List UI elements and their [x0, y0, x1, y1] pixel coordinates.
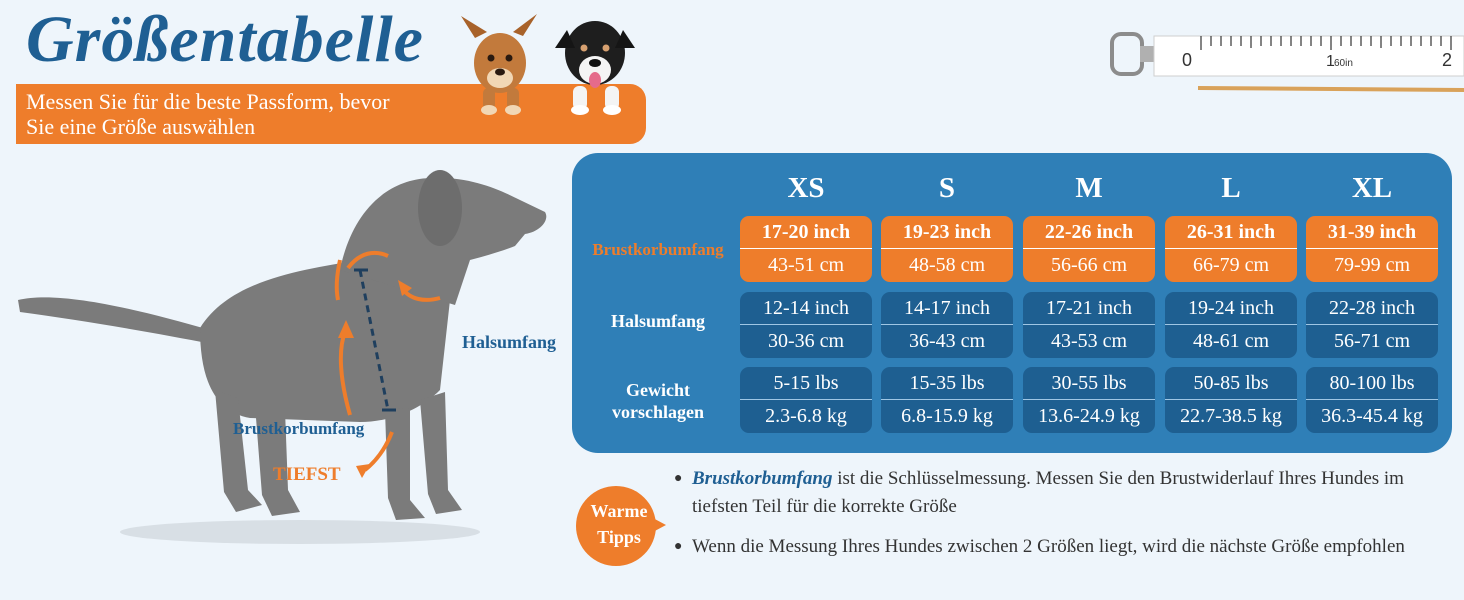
- tape-mark-0: 0: [1182, 50, 1192, 70]
- subtitle-line-1: Messen Sie für die beste Passform, bevor: [26, 89, 390, 114]
- weight-cell-xl: 80-100 lbs 36.3-45.4 kg: [1306, 367, 1438, 433]
- tip-1-rest: ist die Schlüsselmessung. Messen Sie den…: [692, 468, 1404, 517]
- neck-xs-inch: 12-14 inch: [740, 292, 872, 325]
- weight-cell-xs: 5-15 lbs 2.3-6.8 kg: [740, 367, 872, 433]
- chest-cell-xl: 31-39 inch 79-99 cm: [1306, 216, 1438, 282]
- dog-silhouette-icon: [18, 170, 547, 520]
- tape-mark-2: 2: [1442, 50, 1452, 70]
- neck-l-cm: 48-61 cm: [1192, 330, 1270, 352]
- chest-xl-inch: 31-39 inch: [1306, 216, 1438, 249]
- tip-1: ● Brustkorbumfang ist die Schlüsselmessu…: [674, 465, 1448, 521]
- chest-s-inch: 19-23 inch: [881, 216, 1013, 249]
- row-label-weight-line-1: Gewicht: [626, 380, 690, 400]
- neck-xl-inch: 22-28 inch: [1306, 292, 1438, 325]
- chest-m-cm: 56-66 cm: [1050, 254, 1128, 276]
- tape-mark-1: 1: [1326, 53, 1335, 70]
- neck-cell-l: 19-24 inch 48-61 cm: [1165, 292, 1297, 358]
- neck-cell-xs: 12-14 inch 30-36 cm: [740, 292, 872, 358]
- weight-m-kg: 13.6-24.9 kg: [1038, 405, 1140, 427]
- tip-1-text: Brustkorbumfang ist die Schlüsselmessung…: [678, 465, 1448, 521]
- bullet-icon: ●: [674, 471, 683, 486]
- weight-s-lbs: 15-35 lbs: [881, 367, 1013, 400]
- tape-unit-label: 60in: [1334, 58, 1353, 69]
- subtitle-line-2: Sie eine Größe auswählen: [26, 114, 256, 139]
- weight-xs-lbs: 5-15 lbs: [740, 367, 872, 400]
- neck-s-cm: 36-43 cm: [908, 330, 986, 352]
- neck-cell-s: 14-17 inch 36-43 cm: [881, 292, 1013, 358]
- chest-cell-xs: 17-20 inch 43-51 cm: [740, 216, 872, 282]
- row-label-neck: Halsumfang: [610, 311, 706, 331]
- chest-xs-cm: 43-51 cm: [767, 254, 845, 276]
- chest-cell-s: 19-23 inch 48-58 cm: [881, 216, 1013, 282]
- chest-xs-inch: 17-20 inch: [740, 216, 872, 249]
- weight-xs-kg: 2.3-6.8 kg: [765, 405, 847, 427]
- weight-s-kg: 6.8-15.9 kg: [901, 405, 993, 427]
- subtitle-banner: Messen Sie für die beste Passform, bevor…: [16, 84, 646, 144]
- tip-2-text: Wenn die Messung Ihres Hundes zwischen 2…: [692, 536, 1405, 557]
- neck-label: Halsumfang: [462, 332, 557, 352]
- brown-dog-icon: [461, 14, 537, 115]
- neck-cell-m: 17-21 inch 43-53 cm: [1023, 292, 1155, 358]
- chest-xl-cm: 79-99 cm: [1333, 254, 1411, 276]
- neck-m-cm: 43-53 cm: [1050, 330, 1128, 352]
- tips-badge-line-2: Tipps: [597, 527, 641, 547]
- peeking-dogs-illustration: [461, 14, 635, 115]
- chest-s-cm: 48-58 cm: [908, 254, 986, 276]
- weight-l-kg: 22.7-38.5 kg: [1180, 405, 1282, 427]
- page-title: Größentabelle: [26, 3, 424, 76]
- weight-cell-s: 15-35 lbs 6.8-15.9 kg: [881, 367, 1013, 433]
- weight-xl-lbs: 80-100 lbs: [1306, 367, 1438, 400]
- dog-silhouette-diagram: [18, 170, 547, 544]
- row-label-weight-line-2: vorschlagen: [612, 402, 704, 422]
- row-label-weight: Gewicht vorschlagen: [573, 379, 743, 423]
- weight-xl-kg: 36.3-45.4 kg: [1321, 405, 1423, 427]
- bullet-icon: ●: [674, 539, 683, 554]
- neck-xl-cm: 56-71 cm: [1333, 330, 1411, 352]
- chest-l-cm: 66-79 cm: [1192, 254, 1270, 276]
- size-header-s: S: [938, 172, 956, 204]
- chest-m-inch: 22-26 inch: [1023, 216, 1155, 249]
- chest-label: Brustkorbumfang: [233, 419, 365, 438]
- neck-cell-xl: 22-28 inch 56-71 cm: [1306, 292, 1438, 358]
- tips-badge-label: Warme Tipps: [579, 498, 659, 550]
- weight-cell-m: 30-55 lbs 13.6-24.9 kg: [1023, 367, 1155, 433]
- size-header-m: M: [1075, 172, 1103, 204]
- neck-xs-cm: 30-36 cm: [767, 330, 845, 352]
- chest-cell-l: 26-31 inch 66-79 cm: [1165, 216, 1297, 282]
- neck-s-inch: 14-17 inch: [881, 292, 1013, 325]
- tips-badge-icon: [576, 486, 666, 566]
- deepest-label: TIEFST: [273, 464, 341, 485]
- size-header-l: L: [1221, 172, 1241, 204]
- tip-1-key: Brustkorbumfang: [692, 468, 833, 489]
- weight-cell-l: 50-85 lbs 22.7-38.5 kg: [1165, 367, 1297, 433]
- row-label-chest: Brustkorbumfang: [592, 240, 724, 259]
- tip-2: ● Wenn die Messung Ihres Hundes zwischen…: [674, 533, 1448, 561]
- chest-l-inch: 26-31 inch: [1165, 216, 1297, 249]
- chest-cell-m: 22-26 inch 56-66 cm: [1023, 216, 1155, 282]
- size-header-xl: XL: [1351, 172, 1393, 204]
- size-header-xs: XS: [787, 172, 825, 204]
- neck-m-inch: 17-21 inch: [1023, 292, 1155, 325]
- weight-l-lbs: 50-85 lbs: [1165, 367, 1297, 400]
- tips-badge-line-1: Warme: [590, 501, 648, 521]
- black-white-dog-icon: [555, 21, 635, 115]
- neck-l-inch: 19-24 inch: [1165, 292, 1297, 325]
- measuring-tape-icon: 0 1 60in 2: [1110, 32, 1464, 92]
- weight-m-lbs: 30-55 lbs: [1023, 367, 1155, 400]
